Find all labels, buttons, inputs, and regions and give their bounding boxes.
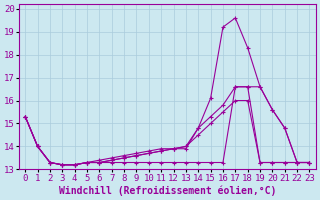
X-axis label: Windchill (Refroidissement éolien,°C): Windchill (Refroidissement éolien,°C) bbox=[59, 185, 276, 196]
